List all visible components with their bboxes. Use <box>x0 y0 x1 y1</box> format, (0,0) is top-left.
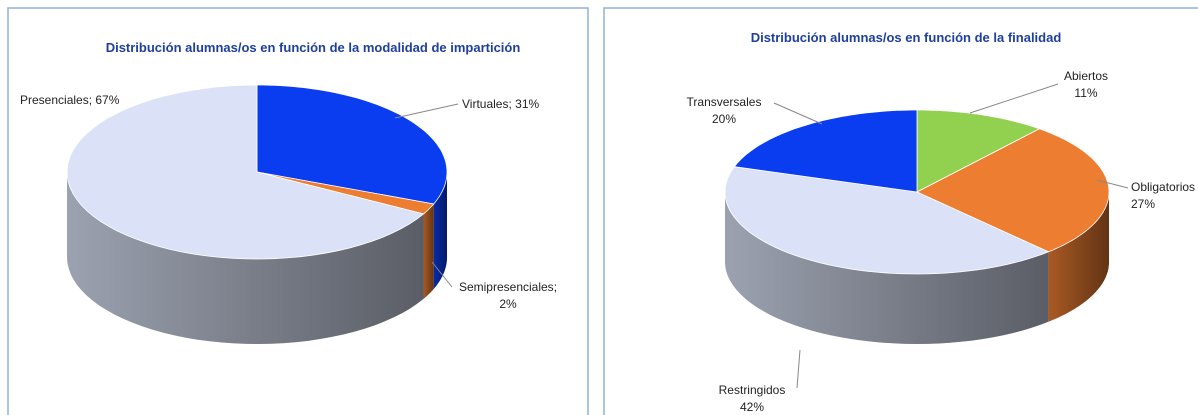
data-label: Abiertos 11% <box>1064 69 1108 100</box>
pie-slice <box>733 109 918 193</box>
pie-slice <box>724 166 1050 275</box>
value-label: 31% <box>515 97 539 111</box>
value-label: 11% <box>1074 86 1097 100</box>
leader-line <box>431 261 453 288</box>
data-label: Obligatorios 27% <box>1131 180 1195 211</box>
label-separator: ; <box>508 97 515 111</box>
label-separator: ; <box>554 280 557 294</box>
data-label: Semipresenciales; 2% <box>459 280 557 311</box>
category-label: Presenciales <box>20 93 89 107</box>
data-label: Restringidos 42% <box>719 383 786 414</box>
category-label: Abiertos <box>1064 69 1108 83</box>
value-label: 67% <box>95 93 119 107</box>
leader-line <box>773 102 823 125</box>
category-label: Obligatorios <box>1131 180 1195 194</box>
slice-side-shade <box>725 192 1049 344</box>
chart-title: Distribución alumnas/os en función de la… <box>106 40 521 55</box>
category-label: Restringidos <box>719 383 786 397</box>
slice-side-shade <box>423 204 434 299</box>
slice-side-shade <box>433 172 447 289</box>
leader-line <box>394 103 459 119</box>
leader-line <box>796 349 801 389</box>
pie-slice <box>256 84 448 205</box>
value-label: 27% <box>1131 197 1155 211</box>
chart-title: Distribución alumnas/os en función de la… <box>751 30 1062 45</box>
data-label: Virtuales; 31% <box>462 97 540 111</box>
value-label: 2% <box>499 297 517 311</box>
category-label: Semipresenciales <box>459 280 554 294</box>
value-label: 42% <box>740 400 764 414</box>
value-label: 20% <box>712 112 736 126</box>
label-separator: ; <box>89 93 96 107</box>
pie-slice <box>66 84 425 260</box>
category-label: Transversales <box>687 95 762 109</box>
pie-slice <box>916 109 1041 193</box>
leader-line <box>969 83 1059 114</box>
pie-slice <box>256 171 435 215</box>
data-label: Transversales 20% <box>687 95 762 126</box>
leader-line <box>1096 179 1129 189</box>
slice-side-shade <box>67 172 424 344</box>
data-label: Presenciales; 67% <box>20 93 120 107</box>
pie-slice <box>916 128 1110 253</box>
category-label: Virtuales <box>462 97 508 111</box>
